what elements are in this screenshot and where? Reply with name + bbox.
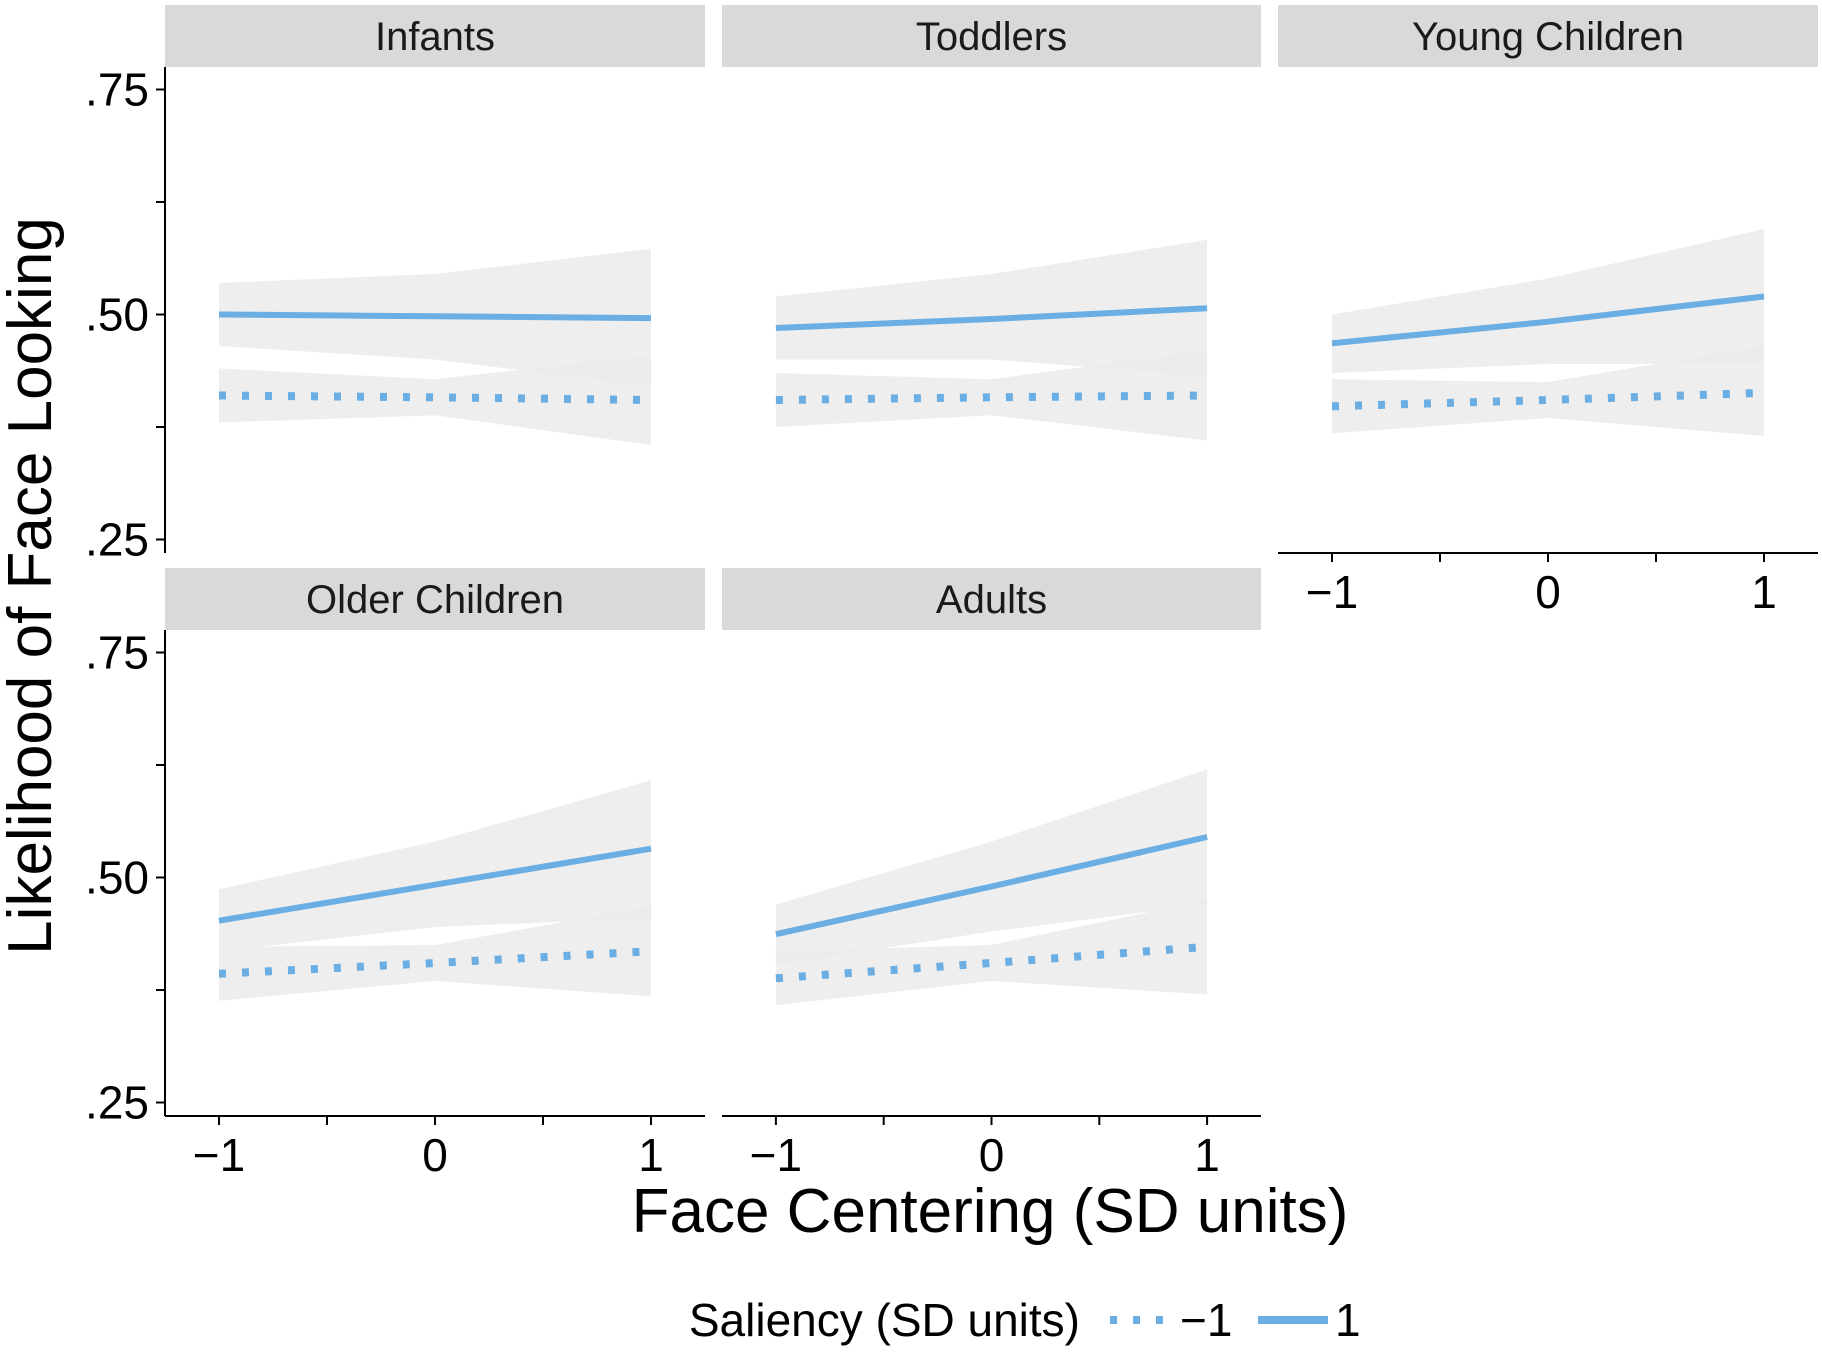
y-axis-title: Likelihood of Face Looking	[0, 217, 65, 955]
x-axis-title: Face Centering (SD units)	[632, 1177, 1349, 1246]
y-tick-label: .50	[85, 289, 149, 341]
ci-band-saliency-1	[1332, 229, 1764, 373]
facet-strip	[165, 568, 705, 630]
line-saliency-1	[1331, 293, 1765, 347]
ci-band-saliency-1	[219, 780, 651, 952]
facet-strip	[1278, 5, 1818, 67]
ci-band-saliency-neg1	[1332, 346, 1764, 436]
legend-title: Saliency (SD units)	[689, 1294, 1080, 1346]
x-tick-label: 1	[1194, 1129, 1220, 1181]
line-saliency-neg1	[775, 942, 1208, 983]
line-saliency-neg1	[218, 947, 652, 978]
x-tick-label: 0	[1535, 566, 1561, 618]
panel-infants: Infants .25 .50 .75	[85, 5, 705, 566]
facet-label: Young Children	[1412, 15, 1684, 59]
legend: Saliency (SD units) −1 1	[689, 1294, 1361, 1346]
line-saliency-1	[218, 311, 652, 322]
legend-label-neg1: −1	[1180, 1294, 1232, 1346]
facet-strip	[722, 568, 1261, 630]
y-tick-label: .25	[85, 514, 149, 566]
panels-layer: Infants .25 .50 .75 Toddlers Young Children −1…	[85, 5, 1818, 1181]
x-tick-label: −1	[1306, 566, 1358, 618]
ci-band-saliency-1	[775, 769, 1208, 965]
panel-older-children: Older Children .25 .50 .75 −1 0 1	[85, 568, 705, 1181]
facet-strip	[165, 5, 705, 67]
line-saliency-neg1	[218, 391, 652, 404]
facet-label: Infants	[375, 15, 495, 59]
legend-label-1: 1	[1335, 1294, 1361, 1346]
line-saliency-1	[775, 834, 1208, 938]
ci-band-saliency-neg1	[775, 900, 1208, 1006]
x-tick-label: 0	[422, 1129, 448, 1181]
ci-band-saliency-1	[775, 239, 1208, 376]
panel-adults: Adults −1 0 1	[722, 568, 1261, 1181]
y-tick-label: .75	[85, 627, 149, 679]
ci-band-saliency-neg1	[219, 355, 651, 445]
facet-label: Adults	[936, 578, 1047, 622]
panel-young-children: Young Children −1 0 1	[1278, 5, 1818, 618]
line-saliency-1	[775, 305, 1208, 331]
facet-strip	[722, 5, 1261, 67]
panel-toddlers: Toddlers	[722, 5, 1261, 441]
x-tick-label: −1	[750, 1129, 802, 1181]
x-tick-label: 1	[638, 1129, 664, 1181]
x-tick-label: 0	[979, 1129, 1005, 1181]
y-tick-label: .50	[85, 852, 149, 904]
facet-label: Older Children	[306, 578, 564, 622]
y-tick-label: .25	[85, 1077, 149, 1129]
x-tick-label: −1	[193, 1129, 245, 1181]
x-tick-label: 1	[1751, 566, 1777, 618]
y-tick-label: .75	[85, 64, 149, 116]
ci-band-saliency-neg1	[775, 350, 1208, 441]
line-saliency-neg1	[1331, 388, 1765, 411]
line-saliency-1	[218, 845, 652, 924]
ci-band-saliency-neg1	[219, 906, 651, 1001]
line-saliency-neg1	[775, 391, 1208, 404]
facet-label: Toddlers	[916, 15, 1067, 59]
